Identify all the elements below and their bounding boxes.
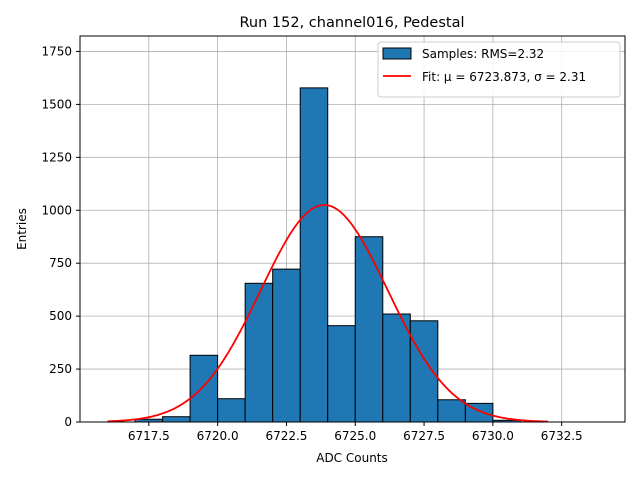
histogram-bar <box>244 282 274 423</box>
y-tick-label: 1500 <box>41 97 72 111</box>
x-tick-label: 6727.5 <box>403 429 445 443</box>
y-axis-ticks: 0 250 500 750 1000 1250 1500 1750 <box>41 44 80 429</box>
histogram-bar <box>217 398 246 423</box>
histogram-bar <box>437 399 466 423</box>
histogram-bar <box>162 416 191 423</box>
x-tick-label: 6720.0 <box>197 429 239 443</box>
y-tick-label: 750 <box>49 256 72 270</box>
fit-curve <box>107 204 548 423</box>
histogram-bar <box>327 325 356 423</box>
plot-frame <box>79 35 626 423</box>
legend: Samples: RMS=2.32 Fit: μ = 6723.873, σ =… <box>377 41 621 98</box>
legend-histogram-swatch <box>382 47 412 60</box>
histogram-bar <box>189 354 219 423</box>
x-tick-label: 6722.5 <box>265 429 307 443</box>
legend-histogram-label: Samples: RMS=2.32 <box>422 47 544 61</box>
x-tick-label: 6717.5 <box>128 429 170 443</box>
histogram-bar <box>299 87 329 423</box>
x-axis-label: ADC Counts <box>316 451 388 465</box>
x-axis-ticks: 6717.5 6720.0 6722.5 6725.0 6727.5 6730.0 6732… <box>128 422 583 443</box>
y-tick-label: 1000 <box>41 203 72 217</box>
y-tick-label: 0 <box>64 415 72 429</box>
legend-fit-label: Fit: μ = 6723.873, σ = 2.31 <box>422 70 586 84</box>
legend-box <box>377 41 621 98</box>
y-tick-label: 250 <box>49 362 72 376</box>
chart-title: Run 152, channel016, Pedestal <box>239 15 464 31</box>
histogram-bar <box>382 313 411 423</box>
x-tick-label: 6730.0 <box>472 429 514 443</box>
y-tick-label: 1750 <box>41 44 72 58</box>
x-tick-label: 6732.5 <box>541 429 583 443</box>
y-tick-label: 500 <box>49 309 72 323</box>
histogram-bar <box>354 236 384 423</box>
y-axis-label: Entries <box>15 208 29 250</box>
x-tick-label: 6725.0 <box>334 429 376 443</box>
fit-curve-group <box>107 204 548 423</box>
y-tick-label: 1250 <box>41 150 72 164</box>
histogram-bars <box>134 87 521 423</box>
histogram-bar <box>272 268 301 423</box>
